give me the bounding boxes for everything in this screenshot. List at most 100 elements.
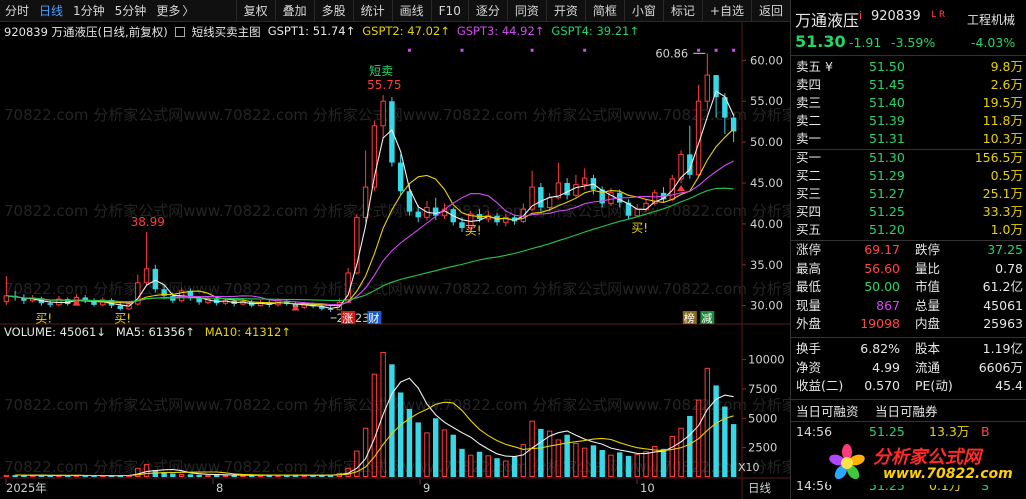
limit-up-tag: 涨: [342, 312, 353, 325]
same-fund-button[interactable]: 同资: [506, 0, 546, 22]
ask-row[interactable]: 卖四 51.45 2.6万: [791, 76, 1026, 94]
tab-intraday[interactable]: 分时: [5, 3, 30, 18]
divider: [791, 421, 1026, 422]
signal-dot: [530, 48, 534, 52]
statistics-button[interactable]: 统计: [352, 0, 392, 22]
volume-bar: [704, 367, 711, 477]
bid-row[interactable]: 买五 51.20 1.0万: [791, 221, 1026, 239]
mark-button[interactable]: 标记: [662, 0, 702, 22]
signal-dot: [714, 48, 718, 52]
bid-label: 买三: [796, 186, 822, 201]
logo-url: www.70822.com: [883, 466, 1013, 482]
reduction-tag: 减: [701, 312, 712, 325]
candle-body: [573, 184, 579, 196]
volume-bar: [678, 427, 684, 477]
volume-bar: [3, 474, 10, 478]
volume-bar: [406, 408, 413, 477]
ask-price: 51.50: [869, 59, 905, 74]
ask-row[interactable]: 卖二 51.39 11.8万: [791, 112, 1026, 130]
stat-value: 25963: [983, 316, 1023, 331]
volume-bar: [91, 475, 97, 477]
back-button[interactable]: 返回: [750, 0, 790, 22]
bid-row[interactable]: 买一 51.30 156.5万: [791, 149, 1026, 167]
candle-body: [608, 192, 614, 204]
tab-daily[interactable]: 日线: [39, 3, 64, 18]
stat-value: 45061: [983, 297, 1023, 313]
candle-body: [459, 222, 465, 228]
volume-bar: [722, 406, 728, 477]
volume-bar: [713, 385, 719, 477]
price-tick-label: 40.00: [750, 217, 783, 231]
tick-time: 14:56: [796, 478, 833, 493]
watermark-text: 70822.com 分析家公式网www.70822.com 分析家公式网www.…: [4, 202, 790, 220]
volume-bar: [652, 445, 658, 477]
volume-bar: [625, 455, 632, 477]
stock-info-mark[interactable]: i: [859, 9, 863, 22]
multi-stock-button[interactable]: 多股: [313, 0, 353, 22]
candle-body: [397, 162, 404, 192]
volume-bar: [108, 475, 115, 477]
candle-body: [546, 197, 553, 209]
top-list-tag-bg: [682, 311, 697, 324]
tab-more[interactable]: 更多〉: [151, 0, 199, 22]
volume-bar: [616, 452, 623, 477]
volume-tick-label: 2500: [748, 441, 777, 455]
signal-dot: [583, 48, 587, 52]
stat-row: 最高 56.60 量比 0.78: [791, 260, 1026, 278]
margin-sell-label[interactable]: 当日可融券: [875, 404, 938, 419]
bid-row[interactable]: 买三 51.27 25.1万: [791, 185, 1026, 203]
add-watchlist-button[interactable]: +自选: [701, 0, 751, 22]
stat-row: 净资 4.99 流通 6606万: [791, 359, 1026, 377]
open-fund-button[interactable]: 开资: [545, 0, 585, 22]
volume-value: VOLUME: 45061↓: [4, 325, 106, 339]
ask-row[interactable]: 卖一 51.31 10.3万: [791, 130, 1026, 148]
stat-value: 0.78: [995, 260, 1023, 276]
small-window-button[interactable]: 小窗: [623, 0, 663, 22]
overlay-button[interactable]: 叠加: [274, 0, 314, 22]
bid-volume: 1.0万: [990, 222, 1023, 237]
indicator-name[interactable]: 短线买卖主图: [191, 25, 261, 39]
stat-value: 1.19亿: [982, 341, 1023, 356]
tab-5min[interactable]: 5分钟: [114, 3, 147, 18]
gspt4-value: GSPT4: 39.21↑: [551, 24, 639, 38]
price-tick-label: 35.00: [750, 258, 783, 272]
candle-body: [135, 282, 141, 305]
period-label: 日线: [748, 481, 771, 495]
candle-body: [152, 268, 159, 290]
tab-more-label: 更多: [156, 3, 181, 18]
volume-bar: [695, 399, 702, 477]
candle-body: [625, 202, 632, 216]
simple-frame-button[interactable]: 简框: [584, 0, 624, 22]
gspt1-value: GSPT1: 51.74↑: [267, 24, 356, 38]
kline-chart[interactable]: 70822.com 分析家公式网www.70822.com 分析家公式网www.…: [0, 22, 790, 499]
stat-row: 收益(二) 0.570 PE(动) 45.4: [791, 377, 1026, 395]
bid-row[interactable]: 买二 51.29 0.5万: [791, 167, 1026, 185]
volume-bar: [73, 475, 80, 477]
volume-bar: [284, 475, 290, 477]
divider: [791, 337, 1026, 338]
bid-row[interactable]: 买四 51.25 33.3万: [791, 203, 1026, 221]
tick-by-minute-button[interactable]: 逐分: [467, 0, 507, 22]
volume-bar: [468, 454, 474, 477]
bid-label: 买二: [796, 168, 822, 183]
volume-bar: [301, 475, 308, 478]
bid-volume: 33.3万: [982, 204, 1023, 219]
tab-1min[interactable]: 1分钟: [73, 3, 105, 18]
time-tick-label: 8: [216, 481, 223, 495]
f10-button[interactable]: F10: [430, 0, 468, 22]
watermark-text: 70822.com 分析家公式网www.70822.com 分析家公式网www.…: [4, 280, 790, 298]
margin-buy-label[interactable]: 当日可融资: [796, 404, 859, 419]
volume-bar: [135, 467, 141, 477]
ask-price: 51.31: [869, 131, 905, 146]
ask-row[interactable]: 卖三 51.40 19.5万: [791, 94, 1026, 112]
sector-label[interactable]: 工程机械: [967, 13, 1016, 27]
stat-value: 56.60: [864, 260, 900, 276]
volume-ma10-line: [15, 401, 734, 477]
candle-body: [47, 303, 53, 305]
draw-line-button[interactable]: 画线: [391, 0, 431, 22]
ask-row[interactable]: 卖五 ¥ 51.50 9.8万: [791, 58, 1026, 76]
restore-rights-button[interactable]: 复权: [235, 0, 275, 22]
candle-body: [354, 216, 360, 274]
stat-label: 股本: [915, 341, 941, 356]
volume-bar: [319, 475, 325, 477]
